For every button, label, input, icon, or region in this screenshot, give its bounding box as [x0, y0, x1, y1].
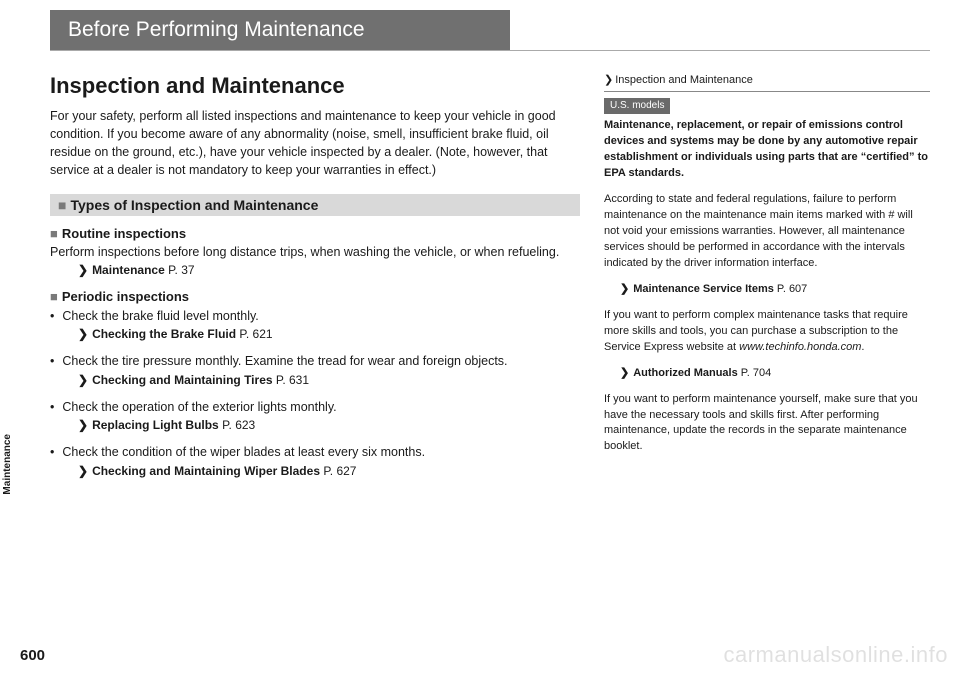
- intro-text: For your safety, perform all listed insp…: [50, 107, 580, 180]
- list-item-ref: ❯Checking and Maintaining Tires P. 631: [78, 373, 580, 387]
- ref-arrow-icon: ❯: [620, 367, 629, 379]
- list-item-ref: ❯Replacing Light Bulbs P. 623: [78, 418, 580, 432]
- side-bold-para: Maintenance, replacement, or repair of e…: [604, 118, 930, 182]
- ref-arrow-icon: ❯: [620, 283, 629, 295]
- section-heading: ■Types of Inspection and Maintenance: [50, 194, 580, 216]
- list-item-ref: ❯Checking and Maintaining Wiper Blades P…: [78, 464, 580, 478]
- ref-arrow-icon: ❯: [78, 418, 88, 432]
- side-para-1: According to state and federal regulatio…: [604, 192, 930, 272]
- list-item: Check the condition of the wiper blades …: [50, 444, 580, 462]
- side-column: ❯Inspection and Maintenance U.S. models …: [604, 73, 930, 490]
- side-ref-2: ❯Authorized Manuals P. 704: [620, 366, 930, 382]
- ref-arrow-icon: ❯: [78, 263, 88, 277]
- list-item: Check the tire pressure monthly. Examine…: [50, 353, 580, 371]
- side-tab-label: Maintenance: [2, 434, 13, 495]
- main-column: Inspection and Maintenance For your safe…: [50, 73, 580, 490]
- list-item: Check the brake fluid level monthly.: [50, 308, 580, 326]
- list-item: Check the operation of the exterior ligh…: [50, 399, 580, 417]
- ref-arrow-icon: ❯: [78, 373, 88, 387]
- triangle-icon: ❯: [604, 74, 613, 86]
- periodic-list: Check the brake fluid level monthly.❯Che…: [50, 308, 580, 478]
- square-bullet-icon: ■: [58, 197, 66, 213]
- page-title: Inspection and Maintenance: [50, 73, 580, 99]
- list-item-ref: ❯Checking the Brake Fluid P. 621: [78, 327, 580, 341]
- page-content: Before Performing Maintenance Inspection…: [50, 0, 930, 490]
- section-heading-text: Types of Inspection and Maintenance: [70, 197, 318, 213]
- side-para-3: If you want to perform maintenance yours…: [604, 392, 930, 456]
- side-tab: Maintenance: [0, 430, 15, 504]
- square-bullet-icon: ■: [50, 226, 58, 241]
- square-bullet-icon: ■: [50, 289, 58, 304]
- model-badge: U.S. models: [604, 98, 670, 115]
- side-para-2: If you want to perform complex maintenan…: [604, 308, 930, 356]
- routine-ref: ❯Maintenance P. 37: [78, 263, 580, 277]
- side-heading: ❯Inspection and Maintenance: [604, 73, 930, 92]
- page-number: 600: [20, 647, 45, 664]
- side-ref-1: ❯Maintenance Service Items P. 607: [620, 282, 930, 298]
- chapter-header: Before Performing Maintenance: [50, 10, 510, 50]
- header-rule: [50, 50, 930, 51]
- watermark: carmanualsonline.info: [723, 642, 948, 668]
- routine-heading: ■Routine inspections: [50, 226, 580, 241]
- ref-arrow-icon: ❯: [78, 327, 88, 341]
- ref-arrow-icon: ❯: [78, 464, 88, 478]
- routine-text: Perform inspections before long distance…: [50, 243, 580, 261]
- periodic-heading: ■Periodic inspections: [50, 289, 580, 304]
